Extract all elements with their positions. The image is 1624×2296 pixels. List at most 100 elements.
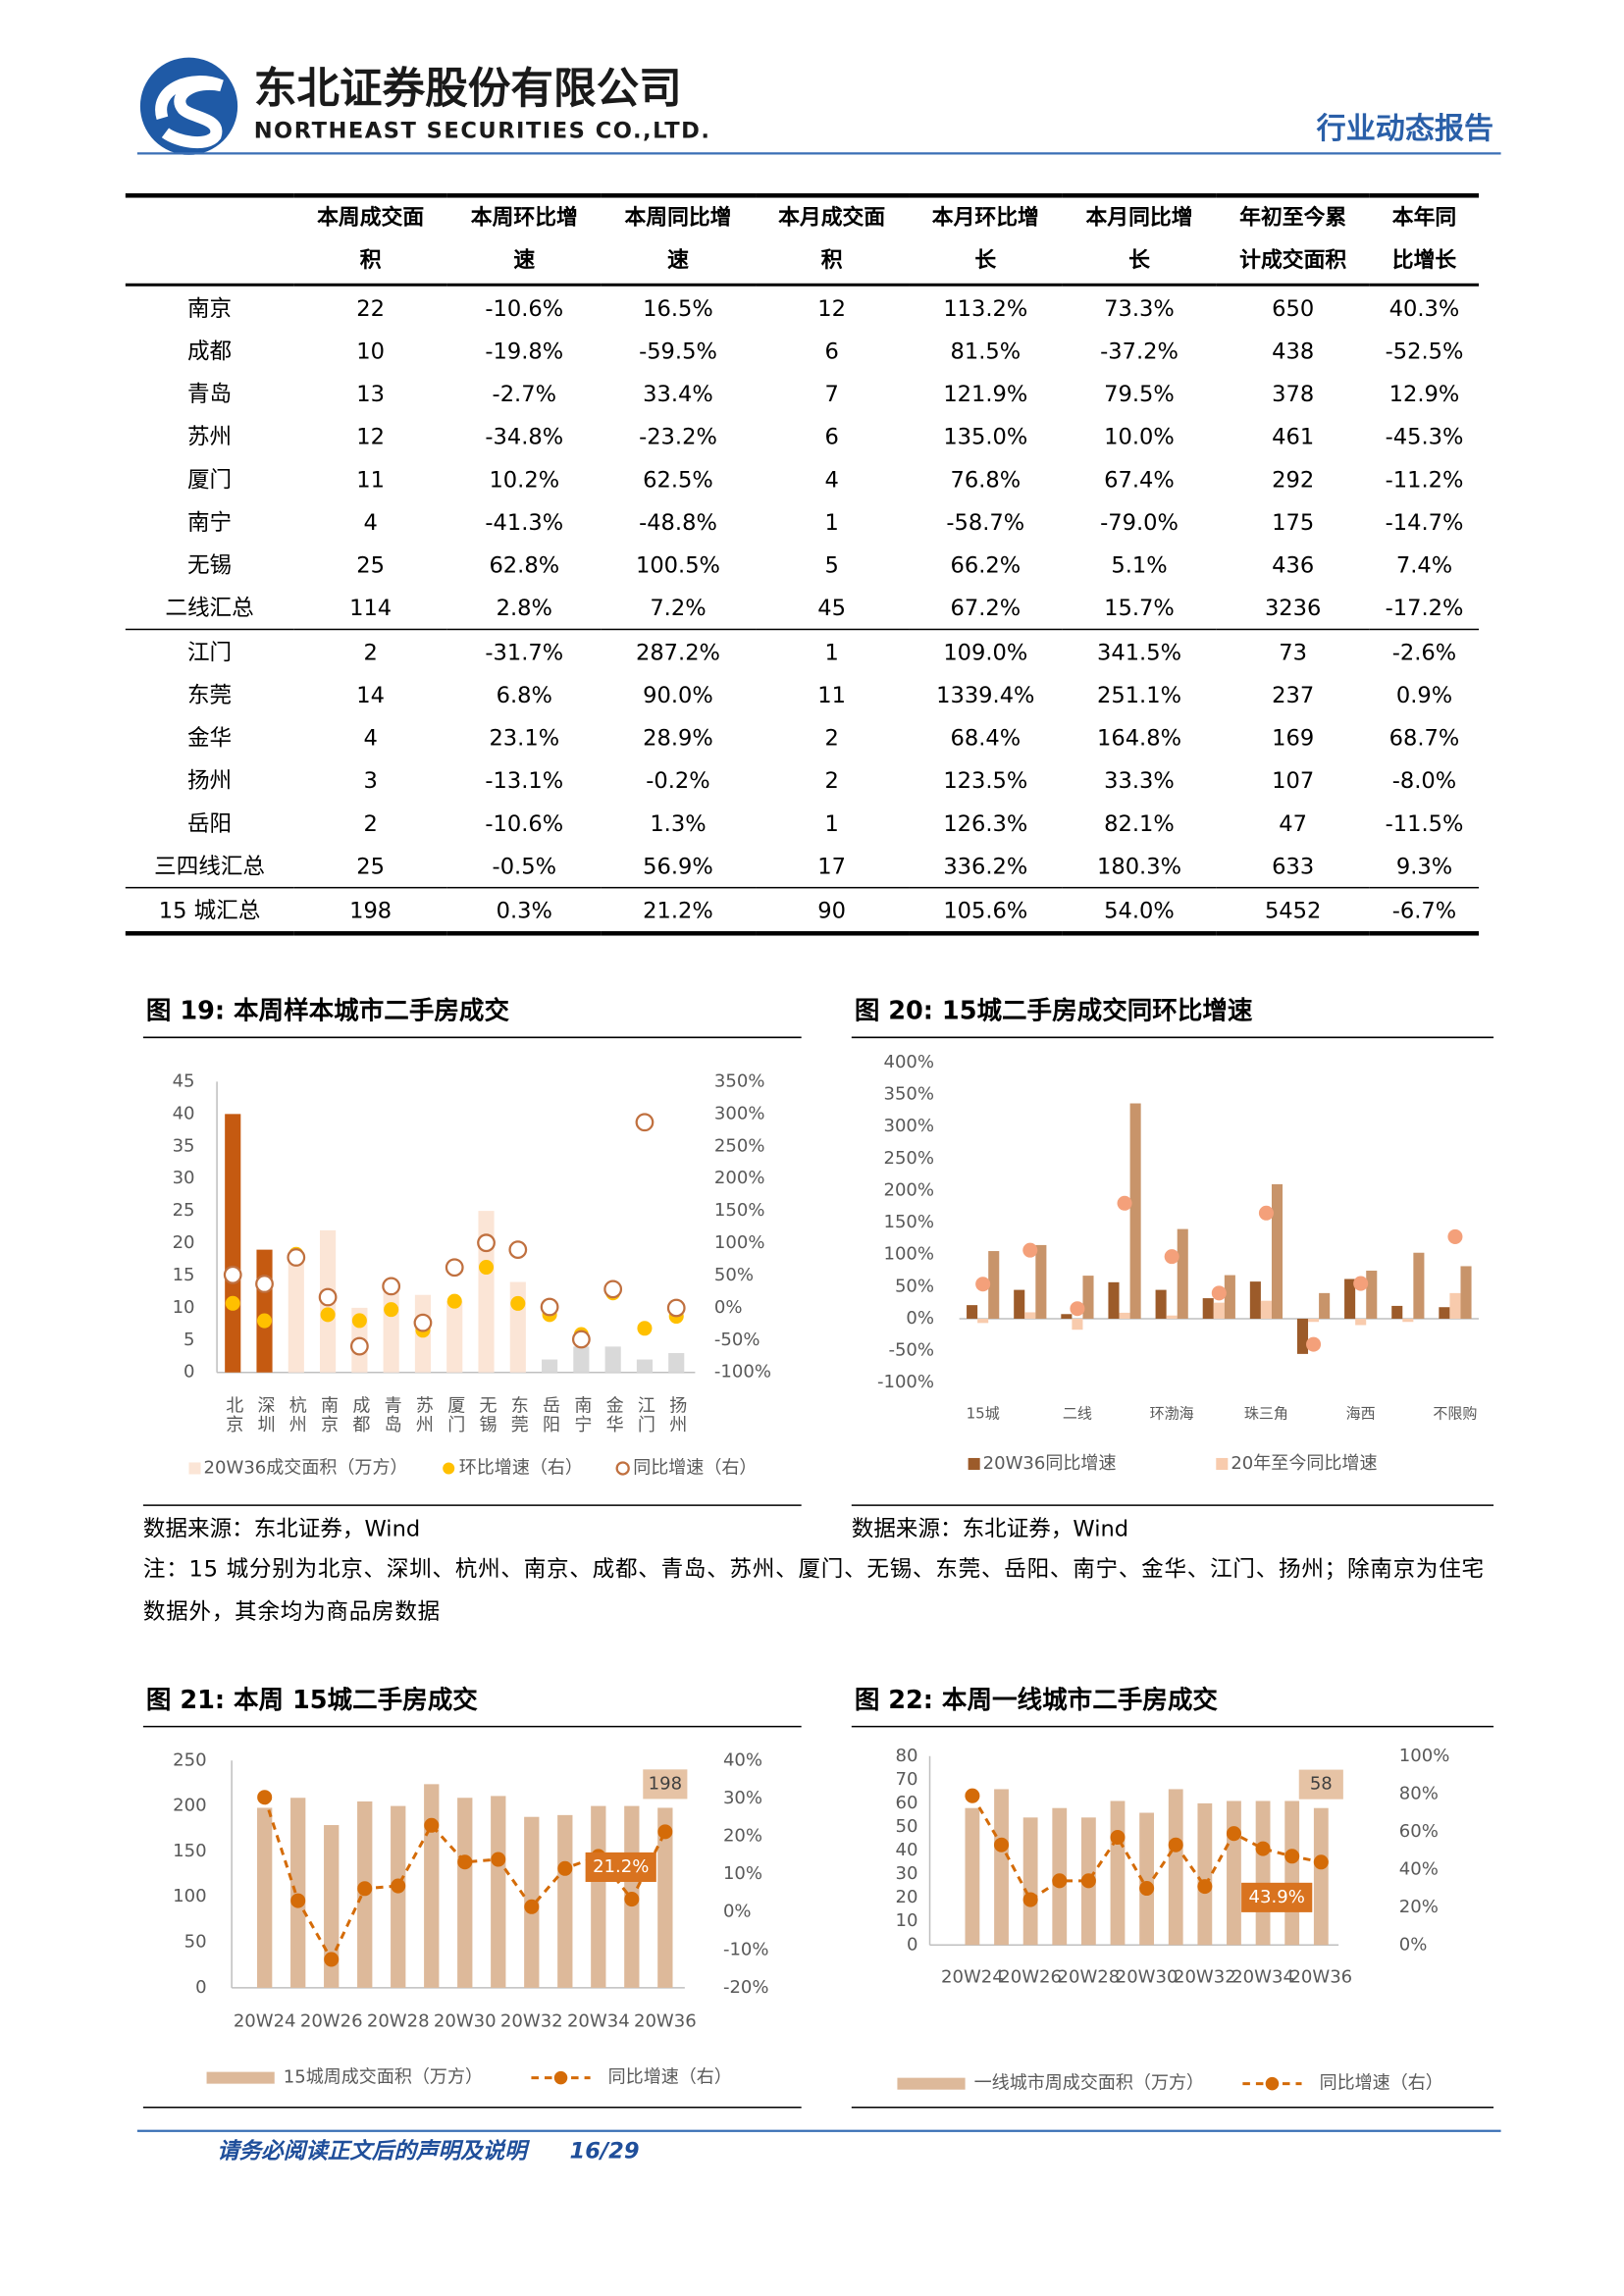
y2-tick-label: 60% bbox=[1399, 1821, 1439, 1842]
point bbox=[384, 1302, 399, 1318]
line-point bbox=[524, 1899, 540, 1914]
header-text: 年初至今累计成交面积 bbox=[1239, 206, 1347, 274]
cell: 1 bbox=[755, 628, 909, 673]
legend-marker bbox=[188, 1462, 201, 1475]
bar bbox=[988, 1251, 1000, 1319]
bar bbox=[1439, 1307, 1450, 1319]
cell: 76.8% bbox=[950, 465, 1022, 493]
y-tick-label: 15 bbox=[173, 1265, 195, 1285]
table-row: 东莞 14 6.8% 90.0% 11 1339.4% 251.1% 237 0.9% bbox=[126, 673, 1479, 716]
x-tick-label: 苏州 bbox=[413, 1396, 434, 1435]
bar bbox=[1155, 1289, 1167, 1319]
cell: 28.9% bbox=[643, 723, 713, 751]
cell: 4 bbox=[363, 723, 378, 751]
cell: -37.2% bbox=[1100, 337, 1179, 364]
header-text: 本周同比增速 bbox=[624, 206, 732, 274]
point bbox=[477, 1233, 496, 1253]
cell: 336.2% bbox=[943, 852, 1028, 879]
bar bbox=[1413, 1252, 1425, 1319]
point bbox=[1117, 1195, 1132, 1211]
y-tick-label: 100% bbox=[883, 1244, 934, 1265]
x-tick-label: 江门 bbox=[635, 1396, 655, 1435]
bar bbox=[636, 1359, 654, 1373]
x-tick-label: 厦门 bbox=[445, 1396, 465, 1435]
cell: 47 bbox=[1279, 809, 1308, 837]
y2-tick-label: 0% bbox=[714, 1297, 743, 1318]
cell: -41.3% bbox=[485, 508, 564, 536]
table-row: 无锡 25 62.8% 100.5% 5 66.2% 5.1% 436 7.4% bbox=[126, 543, 1479, 586]
cell: 6.8% bbox=[496, 681, 552, 708]
cell: -34.8% bbox=[485, 422, 564, 449]
legend-marker bbox=[968, 1457, 980, 1470]
bar bbox=[557, 1814, 573, 1988]
cell: 1 bbox=[824, 508, 839, 536]
legend-label: 同比增速（右） bbox=[633, 1457, 757, 1478]
cell: -58.7% bbox=[946, 508, 1025, 536]
point bbox=[637, 1321, 653, 1336]
cell: 10 bbox=[356, 337, 385, 364]
cell: 121.9% bbox=[943, 380, 1028, 407]
y2-tick-label: 300% bbox=[714, 1103, 765, 1123]
y2-tick-label: 100% bbox=[714, 1232, 765, 1253]
cell: 6 bbox=[824, 422, 839, 449]
cell: -10.6% bbox=[485, 809, 564, 837]
x-tick-label: 20W26 bbox=[300, 2010, 363, 2031]
cell: -11.5% bbox=[1385, 809, 1464, 837]
point bbox=[975, 1277, 991, 1292]
cell: 25 bbox=[356, 550, 385, 578]
x-tick-label: 东莞 bbox=[508, 1396, 529, 1435]
cell: 12 bbox=[356, 422, 385, 449]
cell: -11.2% bbox=[1385, 465, 1464, 493]
cell: 10.2% bbox=[489, 465, 560, 493]
line-point bbox=[965, 1788, 980, 1803]
bar bbox=[668, 1352, 685, 1373]
line-point bbox=[424, 1817, 440, 1833]
bar bbox=[1213, 1302, 1225, 1319]
bar bbox=[591, 1805, 606, 1988]
y-tick-label: 60 bbox=[896, 1793, 918, 1813]
cell: 62.5% bbox=[643, 465, 713, 493]
legend-label: 20年至今同比增速 bbox=[1231, 1453, 1377, 1474]
page-number: 16/29 bbox=[570, 2138, 640, 2164]
x-tick-label: 15城 bbox=[967, 1404, 1000, 1422]
table-row: 三四线汇总 25 -0.5% 56.9% 17 336.2% 180.3% 633 9.3% bbox=[126, 844, 1479, 887]
legend-label: 环比增速（右） bbox=[459, 1457, 583, 1478]
cell: 4 bbox=[824, 465, 839, 493]
table-row: 成都 10 -19.8% -59.5% 6 81.5% -37.2% 438 -52.5% bbox=[126, 329, 1479, 372]
cell: 4 bbox=[363, 508, 378, 536]
table-row: 江门 2 -31.7% 287.2% 1 109.0% 341.5% 73 -2.6% bbox=[125, 628, 1480, 673]
bar bbox=[225, 1114, 241, 1373]
cell: 15.7% bbox=[1104, 594, 1175, 621]
line-point bbox=[290, 1893, 306, 1908]
point bbox=[320, 1307, 336, 1323]
row-label: 金华 bbox=[186, 724, 233, 752]
x-tick-label: 海西 bbox=[1346, 1404, 1376, 1422]
cell: 66.2% bbox=[950, 550, 1022, 578]
line-point bbox=[357, 1881, 373, 1897]
point bbox=[318, 1287, 338, 1307]
bar bbox=[1308, 1318, 1320, 1323]
legend-marker bbox=[443, 1462, 455, 1475]
chart-title: 图 19: 本周样本城市二手房成交 bbox=[146, 997, 510, 1026]
cell: 90.0% bbox=[643, 681, 713, 708]
header-cell: 本周同比增速 bbox=[601, 195, 756, 287]
bar bbox=[478, 1211, 495, 1373]
bar bbox=[1313, 1807, 1329, 1946]
legend-label: 20W36同比增速 bbox=[983, 1453, 1117, 1474]
legend-label: 20W36成交面积（万方） bbox=[204, 1457, 408, 1478]
cell: 105.6% bbox=[908, 886, 1063, 934]
row-label: 扬州 bbox=[186, 767, 233, 795]
bar bbox=[1072, 1318, 1083, 1331]
table-row: 青岛 13 -2.7% 33.4% 7 121.9% 79.5% 378 12.9% bbox=[126, 372, 1479, 415]
logo-mark bbox=[155, 76, 224, 149]
header-cell: 本月成交面积 bbox=[755, 195, 909, 287]
bar bbox=[509, 1281, 526, 1373]
y-tick-label: 300% bbox=[883, 1116, 934, 1136]
cell: -17.2% bbox=[1385, 594, 1464, 621]
cell: -45.3% bbox=[1385, 422, 1464, 449]
cell: -0.5% bbox=[492, 852, 557, 879]
cell: 0.3% bbox=[446, 886, 602, 934]
line-point bbox=[624, 1892, 640, 1907]
